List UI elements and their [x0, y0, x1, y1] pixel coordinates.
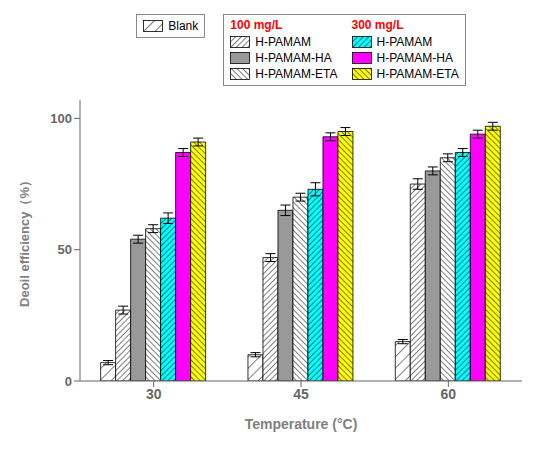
svg-text:60: 60	[441, 386, 457, 402]
html-text:100 mg/L: 100 mg/L	[230, 18, 283, 32]
html-text:H-PAMAM-ETA: H-PAMAM-ETA	[255, 67, 338, 81]
html-text:H-PAMAM: H-PAMAM	[376, 35, 433, 49]
svg-text:45: 45	[293, 386, 309, 402]
html-text:H-PAMAM: H-PAMAM	[255, 35, 312, 49]
svg-text:100: 100	[50, 111, 72, 126]
svg-text:Deoil efficiency（%）: Deoil efficiency（%）	[17, 174, 32, 307]
svg-text:30: 30	[146, 386, 162, 402]
html-text:Blank: Blank	[168, 19, 199, 33]
html-text:H-PAMAM-ETA: H-PAMAM-ETA	[376, 67, 459, 81]
html-text:H-PAMAM-HA: H-PAMAM-HA	[376, 51, 453, 65]
html-text:H-PAMAM-HA: H-PAMAM-HA	[255, 51, 332, 65]
html-text:300 mg/L: 300 mg/L	[351, 18, 404, 32]
svg-text:50: 50	[58, 242, 72, 257]
svg-text:Temperature (°C): Temperature (°C)	[245, 416, 358, 432]
svg-text:0: 0	[65, 374, 72, 389]
